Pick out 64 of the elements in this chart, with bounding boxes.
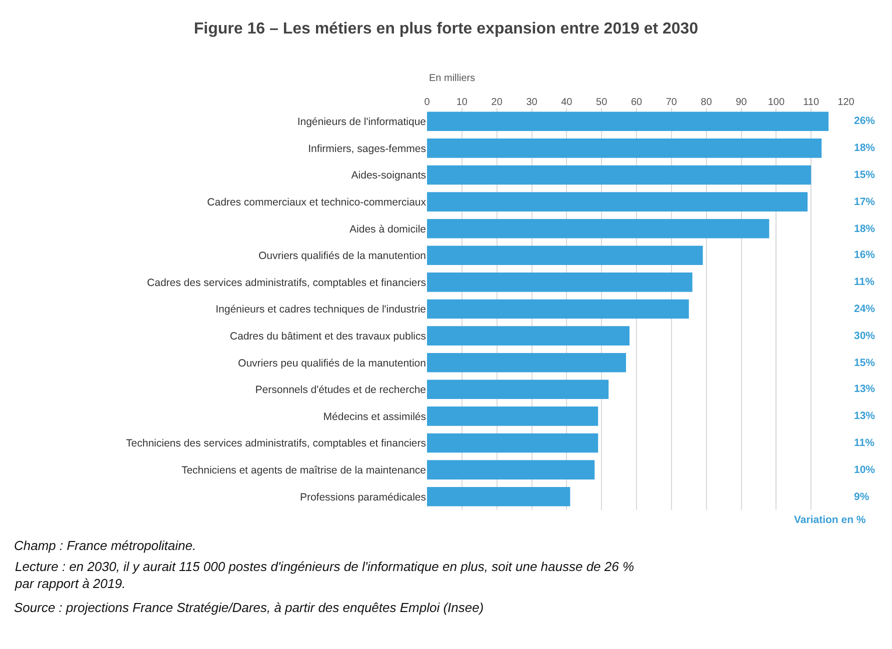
bar [427,380,609,400]
y-tick-label: Professions paramédicales [300,491,426,504]
bar [427,192,808,212]
text: Champ : France métropolitaine. [14,538,196,553]
x-tick-label: 10 [456,97,468,108]
y-tick-label: Personnels d'études et de recherche [255,384,426,396]
text: 10% [854,464,876,476]
y-tick-label: Infirmiers, sages-femmes [308,142,426,155]
x-tick-label: 120 [838,97,855,108]
y-tick-label: Cadres des services administratifs, comptables et financiers [147,276,426,289]
y-tick-label: Cadres du bâtiment et des travaux publics [230,330,426,342]
text: 9% [854,491,870,503]
text: 24% [854,303,876,315]
bar [427,352,626,372]
bar [427,246,703,266]
y-tick-label: Ingénieurs de l'informatique [297,116,426,128]
x-tick-label: 50 [596,97,608,108]
bar [427,433,598,453]
x-tick-label: 0 [424,97,430,108]
bar [427,272,692,292]
text: 30% [854,330,876,342]
text: 17% [854,196,876,208]
bar [427,326,630,346]
x-tick-label: 40 [561,97,573,108]
bar [427,486,570,506]
x-tick-label: 20 [491,97,503,108]
x-axis-title: En milliers [429,73,476,84]
y-tick-label: Aides à domicile [350,223,426,236]
text: Lecture : en 2030, il y aurait 115 000 postes d'ingénieurs de l'informatique en plus, soit une hausse de 26 % par rapport à 2019. [14,559,634,591]
text: 16% [854,249,876,261]
x-tick-label: 90 [736,97,748,108]
y-tick-label: Techniciens des services administratifs, comptables et financiers [126,438,426,450]
bar [427,299,689,319]
x-tick-label: 80 [700,97,712,108]
x-tick-label: 110 [803,97,820,108]
chart-title: Figure 16 – Les métiers en plus forte expansion entre 2019 et 2030 [194,20,698,38]
bar [427,112,829,132]
x-tick-label: 60 [630,97,642,108]
text: 15% [854,357,876,369]
bar [427,218,770,238]
y-tick-label: Techniciens et agents de maîtrise de la maintenance [181,464,426,476]
text: 11% [854,276,876,288]
source-note: Source : projections France Stratégie/Dares, à partir des enquêtes Emploi (Insee) [14,600,484,615]
text: 11% [854,437,876,449]
text: 13% [854,410,876,422]
text: 26% [854,115,876,127]
y-tick-label: Médecins et assimilés [323,410,426,423]
bar [427,165,812,185]
y-tick-label: Aides-soignants [351,170,426,182]
bar [427,138,822,158]
y-tick-label: Ingénieurs et cadres techniques de l'industrie [216,304,426,316]
text: 18% [854,142,876,154]
x-tick-label: 30 [526,97,538,108]
y-tick-label: Ouvriers qualifiés de la manutention [258,250,426,262]
y-tick-label: Ouvriers peu qualifiés de la manutention [238,357,426,370]
bar [427,460,595,480]
y-tick-label: Cadres commerciaux et technico-commerciaux [207,196,427,208]
bar [427,406,598,426]
text: Variation en % [794,514,866,526]
text: 15% [854,169,876,181]
text: 13% [854,383,876,395]
x-tick-label: 70 [666,97,678,108]
x-tick-label: 100 [768,97,785,108]
text: 18% [854,223,876,235]
